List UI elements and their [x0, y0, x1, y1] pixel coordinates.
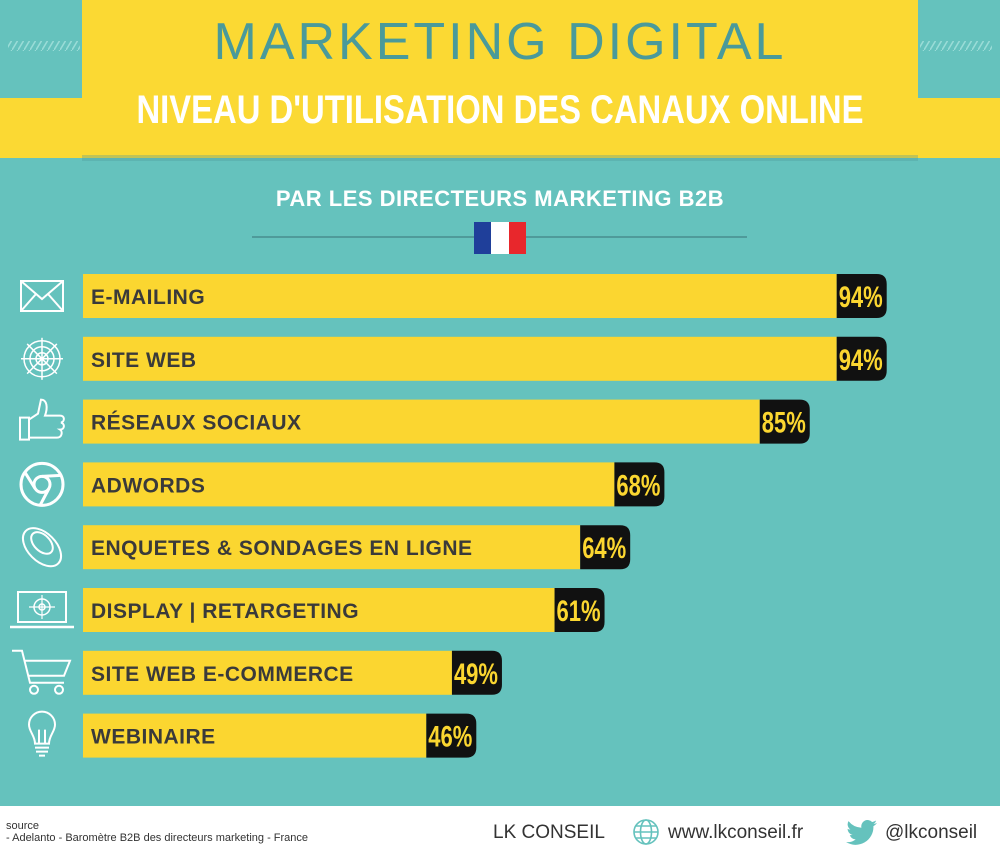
twitter-handle[interactable]: @lkconseil — [885, 822, 978, 843]
brand-name: LK CONSEIL — [493, 822, 605, 843]
title-banner — [0, 0, 1000, 161]
value-label: 61% — [557, 595, 601, 628]
flag-stripe-red — [508, 222, 526, 254]
category-label: ADWORDS — [91, 474, 205, 497]
shopping-cart-icon — [12, 649, 72, 695]
source-text: - Adelanto - Baromètre B2B des directeur… — [6, 832, 309, 844]
lightbulb-icon — [27, 710, 57, 757]
value-label: 64% — [582, 532, 626, 565]
category-label: SITE WEB E-COMMERCE — [91, 663, 354, 686]
source-label: source — [6, 820, 40, 832]
category-label: ENQUETES & SONDAGES EN LIGNE — [91, 537, 473, 560]
bar — [83, 399, 760, 444]
category-label: DISPLAY | RETARGETING — [91, 600, 359, 623]
chart-tagline: PAR LES DIRECTEURS MARKETING B2B — [275, 186, 725, 211]
page-title: MARKETING DIGITAL — [213, 13, 787, 71]
bar — [83, 336, 837, 381]
envelope-icon — [20, 280, 64, 312]
france-flag-icon — [474, 222, 526, 254]
value-badge — [554, 588, 605, 632]
bar — [83, 462, 615, 507]
value-badge — [836, 274, 887, 318]
bar — [83, 650, 452, 695]
bar — [83, 588, 555, 632]
category-label: E-MAILING — [91, 286, 205, 309]
value-badge — [451, 650, 502, 695]
value-badge — [836, 336, 887, 381]
value-label: 94% — [839, 281, 883, 314]
bar — [83, 713, 427, 758]
rugby-ball-icon — [21, 527, 63, 568]
value-label: 49% — [454, 658, 498, 691]
website-link[interactable]: www.lkconseil.fr — [668, 822, 804, 843]
monitor-target-icon — [10, 591, 74, 629]
globe-icon — [633, 819, 659, 845]
thumbs-up-icon — [19, 398, 65, 441]
spider-web-icon — [21, 337, 63, 380]
bar — [83, 274, 837, 318]
twitter-icon — [846, 820, 877, 845]
flag-stripe-white — [491, 222, 509, 254]
value-label: 94% — [839, 344, 883, 377]
value-badge — [426, 713, 477, 758]
value-label: 68% — [616, 469, 660, 502]
value-badge — [580, 525, 631, 570]
flag-stripe-blue — [474, 222, 492, 254]
bar — [83, 525, 581, 570]
source-note: source - Adelanto - Baromètre B2B des di… — [6, 820, 308, 844]
chrome-icon — [19, 461, 65, 507]
page-subtitle: NIVEAU D'UTILISATION DES CANAUX ONLINE — [136, 88, 864, 132]
value-badge — [614, 462, 665, 507]
category-label: SITE WEB — [91, 349, 197, 372]
value-label: 46% — [428, 721, 472, 754]
footer: source - Adelanto - Baromètre B2B des di… — [0, 806, 1000, 858]
value-badge — [759, 399, 810, 444]
category-label: RÉSEAUX SOCIAUX — [91, 412, 302, 435]
value-label: 85% — [762, 407, 806, 440]
category-label: WEBINAIRE — [91, 726, 216, 749]
